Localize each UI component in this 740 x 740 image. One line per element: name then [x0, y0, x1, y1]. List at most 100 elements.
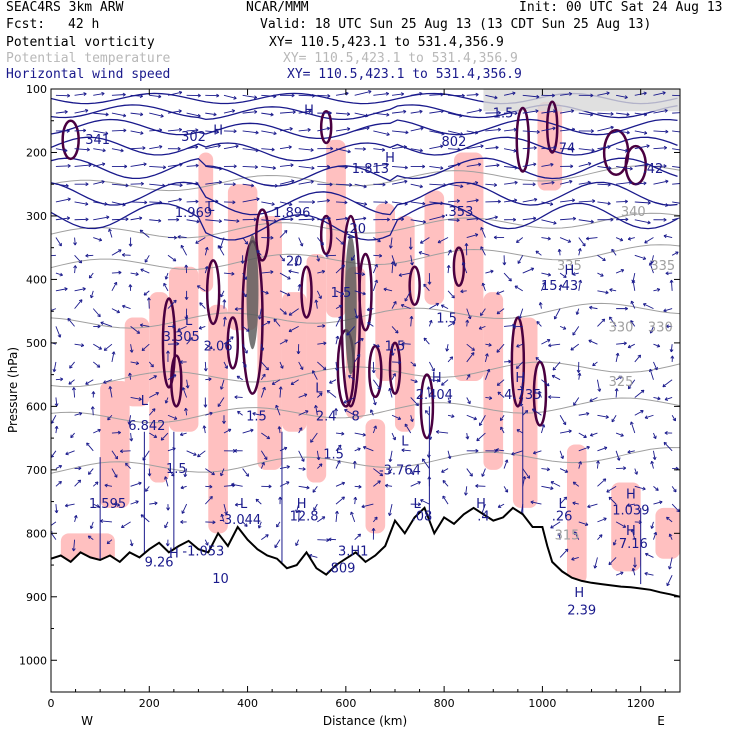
wind-vector: [313, 503, 318, 511]
wind-vector-head: [588, 339, 592, 344]
wind-vector-head: [663, 217, 667, 222]
wind-vector-head: [624, 95, 628, 100]
wind-vector-head: [173, 299, 177, 304]
wind-vector: [485, 343, 492, 346]
wind-vector: [93, 237, 102, 241]
wind-vector: [111, 272, 122, 274]
wind-vector-head: [583, 434, 587, 438]
wind-vector: [335, 112, 350, 115]
wind-vector: [316, 290, 322, 299]
wind-vector-head: [338, 315, 342, 320]
wind-vector: [258, 521, 262, 529]
wind-vector-head: [570, 146, 575, 151]
wind-vector-head: [644, 552, 649, 557]
wind-vector-head: [280, 365, 284, 369]
wind-vector-head: [180, 520, 184, 524]
wind-vector-head: [97, 324, 101, 329]
wind-vector-head: [278, 386, 283, 390]
extremum-label: L: [558, 497, 566, 512]
wind-vector: [93, 343, 102, 350]
wind-vector: [597, 254, 606, 261]
wind-vector: [185, 264, 188, 274]
wind-speed-contours: [51, 89, 680, 241]
wind-vector: [111, 282, 118, 292]
wind-vector-head: [255, 130, 259, 135]
wind-vector: [242, 326, 250, 332]
wind-vector: [177, 325, 187, 331]
wind-vector-head: [185, 385, 190, 389]
wind-vector-head: [408, 246, 413, 250]
wind-vector: [93, 216, 110, 221]
wind-vector: [279, 128, 293, 132]
wind-vector: [548, 343, 561, 347]
theta-label: 340: [621, 205, 646, 220]
wind-vector-head: [553, 316, 558, 320]
wind-vector: [167, 183, 183, 186]
wind-vector: [466, 233, 479, 238]
wind-vector-head: [657, 396, 661, 401]
wind-vector-head: [415, 402, 419, 407]
wind-vector-head: [662, 383, 666, 388]
theta-label: 315: [555, 529, 580, 544]
wind-vector-head: [283, 229, 288, 234]
wind-vector-head: [165, 543, 170, 547]
wind-vector: [317, 342, 327, 345]
wind-vector-head: [255, 498, 260, 503]
wind-vector-head: [209, 411, 213, 416]
wind-vector: [93, 181, 105, 185]
wind-vector: [279, 308, 287, 315]
wind-vector: [205, 181, 222, 185]
wind-vector: [55, 148, 68, 152]
wind-vector: [335, 432, 345, 435]
wind-vector-head: [478, 162, 482, 167]
wind-vector-head: [673, 488, 677, 493]
wind-vector: [650, 326, 654, 334]
wind-vector: [373, 343, 380, 348]
wind-vector: [261, 534, 269, 541]
wind-vector-head: [493, 183, 498, 187]
wind-vector-head: [312, 489, 316, 493]
wind-vector-head: [423, 337, 428, 342]
wind-vector-head: [591, 148, 595, 153]
wind-vector: [298, 410, 309, 416]
wind-vector: [391, 130, 409, 134]
wind-vector-head: [388, 512, 392, 516]
wind-vector: [522, 147, 537, 150]
wind-vector: [649, 262, 654, 274]
wind-vector-head: [271, 147, 275, 152]
wind-vector-head: [441, 469, 445, 473]
wind-vector: [88, 272, 94, 279]
wind-vector: [447, 450, 451, 459]
wind-vector-head: [365, 113, 369, 118]
wind-vector-head: [106, 215, 110, 220]
wind-vector: [572, 481, 580, 487]
theta-contour: [51, 446, 680, 474]
wind-vector-head: [195, 240, 199, 244]
wind-vector-head: [203, 404, 208, 408]
wind-vector: [606, 485, 617, 493]
wind-vector: [74, 109, 89, 114]
wind-vector: [149, 432, 157, 438]
wind-vector-head: [47, 254, 50, 257]
wind-vector-head: [607, 182, 611, 187]
wind-vector: [410, 255, 413, 266]
wind-vector-head: [85, 108, 89, 113]
wind-vector: [242, 343, 248, 354]
wind-vector: [223, 145, 239, 150]
wind-vector: [186, 164, 199, 167]
wind-vector-head: [663, 164, 667, 169]
pv-contour: [170, 354, 183, 408]
wind-vector-head: [414, 379, 418, 384]
wind-vector-head: [125, 217, 129, 222]
wind-vector: [634, 410, 644, 416]
wind-vector: [609, 316, 617, 327]
wind-vector: [429, 130, 445, 135]
wind-vector: [317, 217, 331, 221]
wind-vector-head: [117, 430, 121, 435]
wind-vector-head: [514, 285, 519, 289]
wind-vector-head: [669, 279, 674, 283]
wind-vector: [653, 486, 659, 491]
wind-vector-head: [368, 89, 372, 94]
wind-vector: [418, 251, 430, 256]
wind-vector: [559, 548, 569, 558]
